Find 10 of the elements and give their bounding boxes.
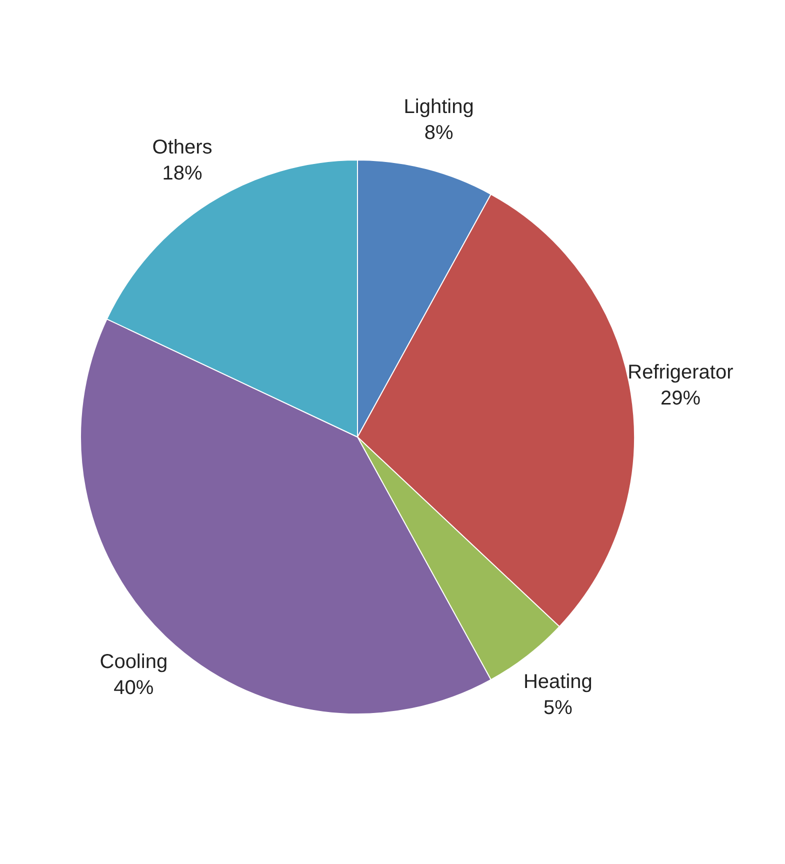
slice-label: Others	[152, 136, 212, 158]
slice-label: Heating	[523, 670, 592, 693]
data-label: 18%	[162, 162, 203, 184]
slice-label: Refrigerator	[628, 361, 734, 384]
data-label: 29%	[660, 387, 701, 410]
slice-label: Lighting	[404, 96, 474, 118]
data-label: 8%	[424, 122, 454, 144]
data-label: 40%	[114, 676, 154, 699]
data-label: 5%	[543, 696, 573, 719]
slice-label: Cooling	[100, 650, 168, 673]
